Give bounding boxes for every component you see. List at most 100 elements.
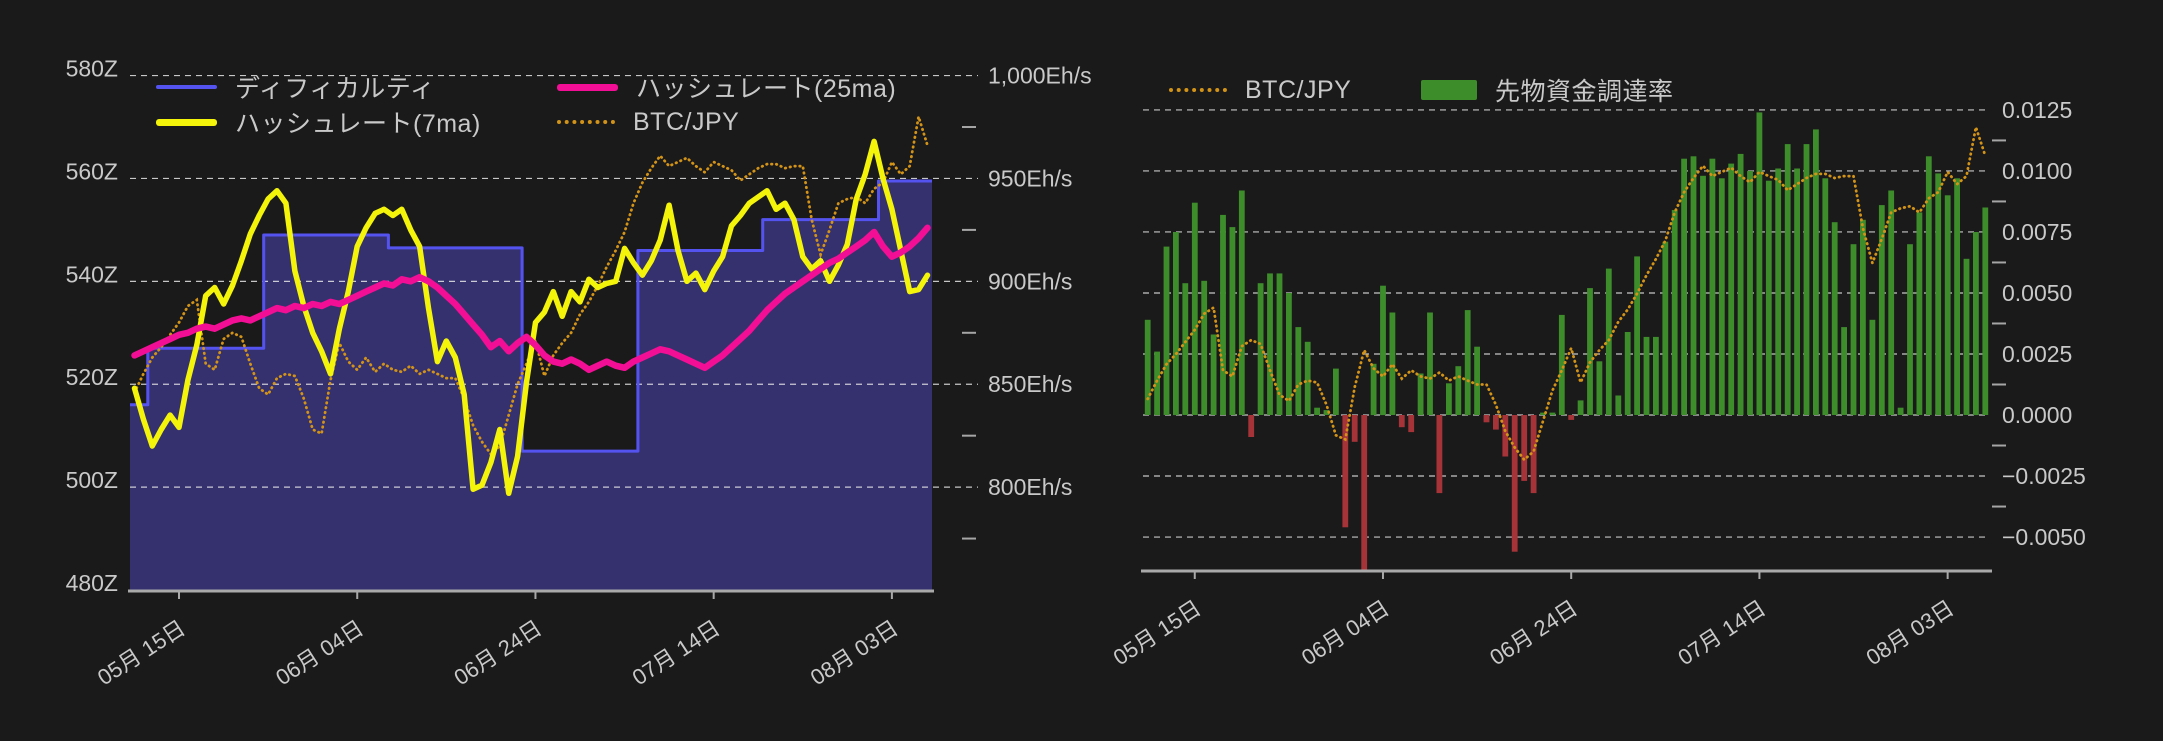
funding-rate-bar bbox=[1361, 415, 1368, 572]
funding-rate-bar bbox=[1144, 319, 1151, 415]
funding-rate-swatch bbox=[1421, 80, 1477, 100]
funding-rate-bar bbox=[1210, 334, 1217, 415]
funding-rate-bar bbox=[1784, 144, 1791, 415]
funding-rate-bar bbox=[1925, 156, 1932, 416]
funding-axis-label: −0.0025 bbox=[2002, 463, 2086, 489]
funding-rate-bar bbox=[1596, 361, 1603, 415]
funding-rate-bar bbox=[1756, 112, 1763, 416]
funding-rate-bar bbox=[1474, 346, 1480, 415]
x-axis-label: 07月 14日 bbox=[628, 615, 725, 690]
x-axis-label: 06月 24日 bbox=[1485, 595, 1582, 670]
legend-item-difficulty[interactable]: ディフィカルティ bbox=[156, 73, 435, 103]
funding-rate-bar bbox=[1728, 163, 1735, 415]
legend-item-btcjpy-left[interactable]: BTC/JPY bbox=[557, 108, 739, 136]
x-axis-label: 06月 24日 bbox=[449, 615, 546, 690]
funding-rate-bar bbox=[1662, 241, 1669, 415]
funding-rate-bar bbox=[1173, 232, 1179, 416]
funding-rate-bar bbox=[1605, 268, 1612, 415]
funding-rate-bar bbox=[1248, 415, 1255, 437]
funding-rate-bar bbox=[1370, 363, 1377, 416]
x-axis-label: 07月 14日 bbox=[1673, 595, 1770, 670]
legend-item-btcjpy-right[interactable]: BTC/JPY bbox=[1169, 76, 1351, 104]
funding-axis-label: 0.0025 bbox=[2002, 341, 2072, 367]
funding-rate-bar bbox=[1530, 415, 1537, 494]
x-axis-label: 06月 04日 bbox=[1297, 595, 1394, 670]
funding-rate-bar bbox=[1220, 214, 1226, 415]
funding-rate-bar bbox=[1878, 205, 1885, 415]
funding-rate-bar bbox=[1624, 332, 1631, 415]
funding-rate-bar bbox=[1182, 283, 1189, 415]
legend-item-funding-rate[interactable]: 先物資金調達率 bbox=[1421, 76, 1674, 106]
funding-rate-bar bbox=[1314, 407, 1320, 415]
funding-rate-bar bbox=[1850, 244, 1857, 416]
funding-rate-bar bbox=[1982, 207, 1989, 415]
funding-rate-bar bbox=[1511, 415, 1518, 552]
funding-rate-bar bbox=[1257, 283, 1264, 415]
funding-rate-bar bbox=[1765, 180, 1772, 415]
funding-rate-bar bbox=[1229, 227, 1236, 415]
funding-rate-bar bbox=[1436, 415, 1443, 494]
hashrate-7ma-line-swatch bbox=[156, 118, 217, 126]
btcjpy-dotted-swatch-right bbox=[1169, 88, 1227, 92]
funding-rate-bar bbox=[1502, 415, 1509, 457]
funding-rate-bar bbox=[1483, 415, 1490, 423]
difficulty-line-swatch bbox=[156, 85, 217, 89]
hashrate-7ma-line bbox=[131, 138, 931, 497]
funding-rate-bar bbox=[1398, 415, 1405, 428]
funding-rate-bar bbox=[1888, 190, 1895, 415]
funding-rate-bar bbox=[1446, 383, 1452, 415]
funding-rate-bar bbox=[1775, 168, 1782, 415]
difficulty-axis-label: 540Z bbox=[66, 261, 118, 287]
funding-rate-bar bbox=[1700, 175, 1706, 415]
difficulty-axis-label: 580Z bbox=[66, 56, 118, 82]
funding-axis-label: 0.0100 bbox=[2002, 158, 2072, 184]
funding-rate-bar bbox=[1803, 144, 1810, 415]
funding-rate-bar bbox=[1954, 178, 1960, 416]
legend-item-hashrate-25ma[interactable]: ハッシュレート(25ma) bbox=[557, 73, 896, 103]
funding-rate-bar bbox=[1944, 195, 1951, 415]
funding-rate-bar bbox=[1333, 368, 1339, 415]
funding-rate-bar bbox=[1813, 129, 1819, 415]
btcjpy-dotted-swatch bbox=[557, 120, 615, 124]
funding-rate-bar bbox=[1493, 415, 1499, 430]
hashrate-axis-label: 850Eh/s bbox=[988, 371, 1072, 397]
funding-rate-bar bbox=[1831, 222, 1838, 415]
funding-rate-bar bbox=[1869, 319, 1876, 415]
funding-rate-bar bbox=[1380, 285, 1386, 416]
funding-rate-bar bbox=[1286, 293, 1292, 415]
funding-rate-bar bbox=[1455, 366, 1462, 415]
x-axis-label: 06月 04日 bbox=[271, 615, 368, 690]
legend-item-hashrate-7ma[interactable]: ハッシュレート(7ma) bbox=[156, 108, 481, 138]
funding-rate-bar bbox=[1963, 258, 1970, 415]
funding-rate-bar bbox=[1558, 314, 1565, 415]
funding-rate-bar bbox=[1201, 280, 1208, 415]
legend-label-hashrate-7ma: ハッシュレート(7ma) bbox=[235, 110, 481, 138]
funding-rate-bar bbox=[1540, 412, 1546, 415]
hashrate-axis-label: 950Eh/s bbox=[988, 165, 1072, 191]
funding-axis-label: 0.0050 bbox=[2002, 280, 2072, 306]
funding-rate-bar bbox=[1794, 168, 1800, 415]
funding-rate-bar bbox=[1408, 415, 1415, 433]
btcjpy-dotted-line bbox=[133, 116, 929, 457]
funding-rate-bar bbox=[1587, 288, 1593, 415]
funding-rate-bar bbox=[1973, 232, 1979, 416]
difficulty-axis-label: 520Z bbox=[66, 364, 118, 390]
funding-rate-bar bbox=[1427, 312, 1433, 415]
funding-rate-bar bbox=[1304, 341, 1311, 415]
funding-rate-bar bbox=[1191, 202, 1198, 415]
funding-rate-bar bbox=[1690, 156, 1697, 416]
funding-rate-bar bbox=[1643, 336, 1650, 415]
legend-label-btcjpy-right: BTC/JPY bbox=[1245, 75, 1352, 104]
funding-rate-bar bbox=[1154, 351, 1160, 416]
funding-axis-label: 0.0000 bbox=[2002, 402, 2072, 428]
funding-rate-bar bbox=[1615, 395, 1622, 415]
funding-rate-bar bbox=[1417, 373, 1424, 415]
funding-rate-bar bbox=[1238, 190, 1245, 415]
difficulty-axis-label: 480Z bbox=[66, 570, 118, 596]
funding-rate-bar bbox=[1267, 273, 1273, 415]
difficulty-area bbox=[130, 181, 932, 590]
difficulty-axis-label: 500Z bbox=[66, 467, 118, 493]
funding-rate-bar bbox=[1737, 153, 1744, 416]
legend-label-funding-rate: 先物資金調達率 bbox=[1495, 78, 1674, 106]
funding-rate-bar bbox=[1568, 415, 1575, 420]
